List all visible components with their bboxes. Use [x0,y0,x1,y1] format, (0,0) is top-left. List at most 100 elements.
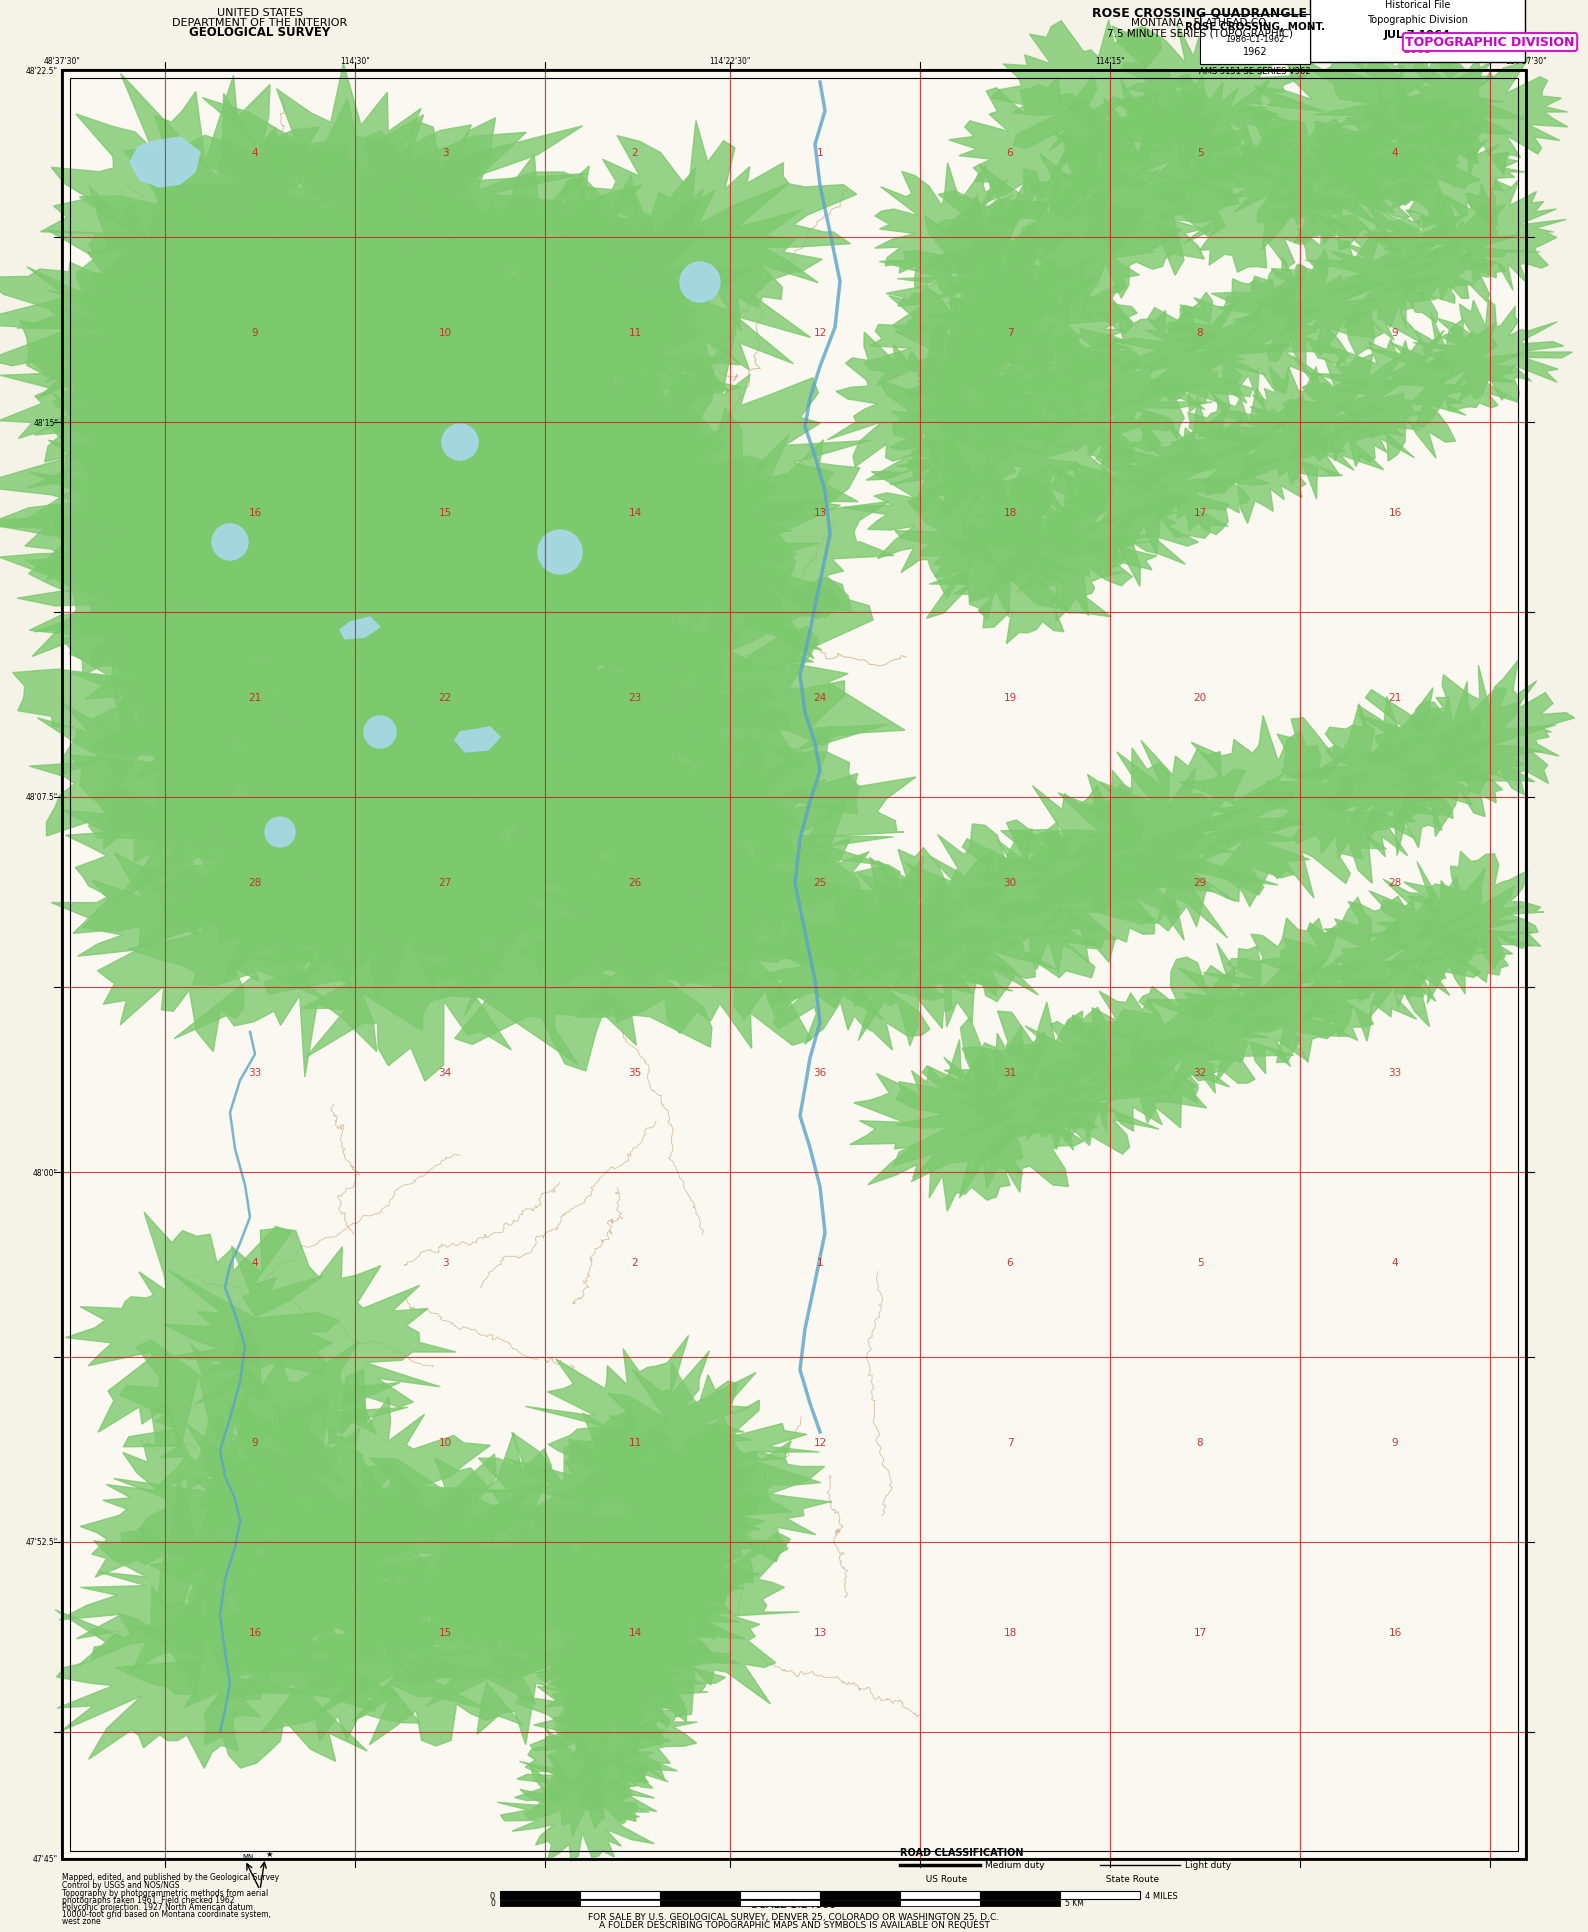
Polygon shape [267,189,675,491]
Text: 17: 17 [1193,1627,1207,1636]
Polygon shape [1166,276,1337,400]
Polygon shape [515,1719,657,1835]
Polygon shape [502,711,892,989]
Polygon shape [129,811,495,1078]
Text: 4: 4 [1391,149,1399,158]
Polygon shape [1272,352,1429,468]
Text: 33: 33 [248,1068,262,1078]
Polygon shape [1035,75,1256,276]
Text: 12: 12 [813,1437,827,1447]
Polygon shape [497,1752,654,1861]
Polygon shape [1197,367,1386,500]
Text: 4 MILES: 4 MILES [1145,1891,1178,1901]
Text: 5 KM: 5 KM [1066,1899,1085,1907]
Polygon shape [454,354,824,645]
Polygon shape [1147,945,1350,1082]
Text: 9: 9 [251,328,259,338]
Polygon shape [348,1434,688,1667]
Polygon shape [51,838,327,1053]
Text: 1962: 1962 [1243,46,1267,56]
Text: 5: 5 [1197,1258,1204,1267]
Polygon shape [516,1650,697,1785]
Polygon shape [0,267,564,676]
Polygon shape [21,228,375,489]
Polygon shape [1413,299,1572,404]
Polygon shape [114,1391,432,1629]
Text: 48'37'30": 48'37'30" [43,56,81,66]
Text: 4: 4 [251,1258,259,1267]
Polygon shape [65,1213,340,1457]
Bar [1310,0,1524,64]
Polygon shape [62,744,348,962]
Text: photographs taken 1961. Field checked 1962: photographs taken 1961. Field checked 19… [62,1895,235,1905]
Polygon shape [637,788,956,1020]
Text: 11: 11 [629,328,642,338]
Text: 6: 6 [1007,149,1013,158]
Polygon shape [203,527,672,866]
Polygon shape [351,224,742,533]
Polygon shape [0,379,497,715]
Polygon shape [966,471,1162,622]
Polygon shape [138,765,484,995]
Polygon shape [1027,448,1199,587]
Polygon shape [1285,688,1509,856]
Polygon shape [1404,852,1544,970]
Polygon shape [1199,918,1391,1063]
Polygon shape [991,21,1210,189]
Polygon shape [1112,958,1294,1099]
Text: 47'45": 47'45" [33,1855,59,1864]
Polygon shape [850,1039,1070,1211]
Circle shape [680,263,719,303]
Text: 36: 36 [813,1068,827,1078]
Text: 10: 10 [438,328,451,338]
Polygon shape [518,808,899,1049]
Text: 23: 23 [629,694,642,703]
Polygon shape [761,896,964,1051]
Polygon shape [1053,419,1237,556]
Polygon shape [788,856,1015,1047]
Bar [740,1899,819,1907]
Text: 7.5 MINUTE SERIES (TOPOGRAPHIC): 7.5 MINUTE SERIES (TOPOGRAPHIC) [1107,27,1293,39]
Text: ROSE CROSSING, MONT.: ROSE CROSSING, MONT. [1185,21,1324,33]
Text: 16: 16 [1388,1627,1402,1636]
Polygon shape [70,653,503,943]
Text: Historical File: Historical File [1385,0,1450,10]
Polygon shape [114,328,648,711]
Text: 32: 32 [1193,1068,1207,1078]
Text: 8: 8 [1197,1437,1204,1447]
Text: Polyconic projection. 1927 North American datum: Polyconic projection. 1927 North America… [62,1903,252,1911]
Polygon shape [875,164,1048,303]
Text: 4: 4 [1391,1258,1399,1267]
Text: 3: 3 [441,1258,448,1267]
Polygon shape [1410,661,1575,796]
Text: 8: 8 [1197,328,1204,338]
Bar [819,1899,900,1907]
Polygon shape [25,446,492,790]
Text: 114'07'30": 114'07'30" [1505,56,1547,66]
Polygon shape [896,452,1105,620]
Text: 114'22'30": 114'22'30" [710,56,751,66]
Text: 1: 1 [816,149,823,158]
Polygon shape [81,1403,349,1609]
Polygon shape [950,265,1137,419]
Text: ★: ★ [265,1849,273,1859]
Polygon shape [130,137,200,187]
Polygon shape [948,77,1153,230]
Text: 14: 14 [629,508,642,518]
Polygon shape [343,734,748,1016]
Text: 48'15": 48'15" [33,419,59,427]
Polygon shape [13,585,292,800]
Bar [740,1891,819,1899]
Polygon shape [549,1511,759,1656]
Text: Mapped, edited, and published by the Geological Survey: Mapped, edited, and published by the Geo… [62,1872,279,1882]
Text: 2: 2 [632,149,638,158]
Polygon shape [894,1018,1113,1198]
Polygon shape [1267,120,1436,251]
Text: 12: 12 [813,328,827,338]
Text: 16: 16 [248,508,262,518]
Text: 5: 5 [1197,149,1204,158]
Bar [661,1899,740,1907]
Polygon shape [1305,207,1496,330]
Polygon shape [1364,862,1534,1005]
Polygon shape [1213,116,1394,251]
